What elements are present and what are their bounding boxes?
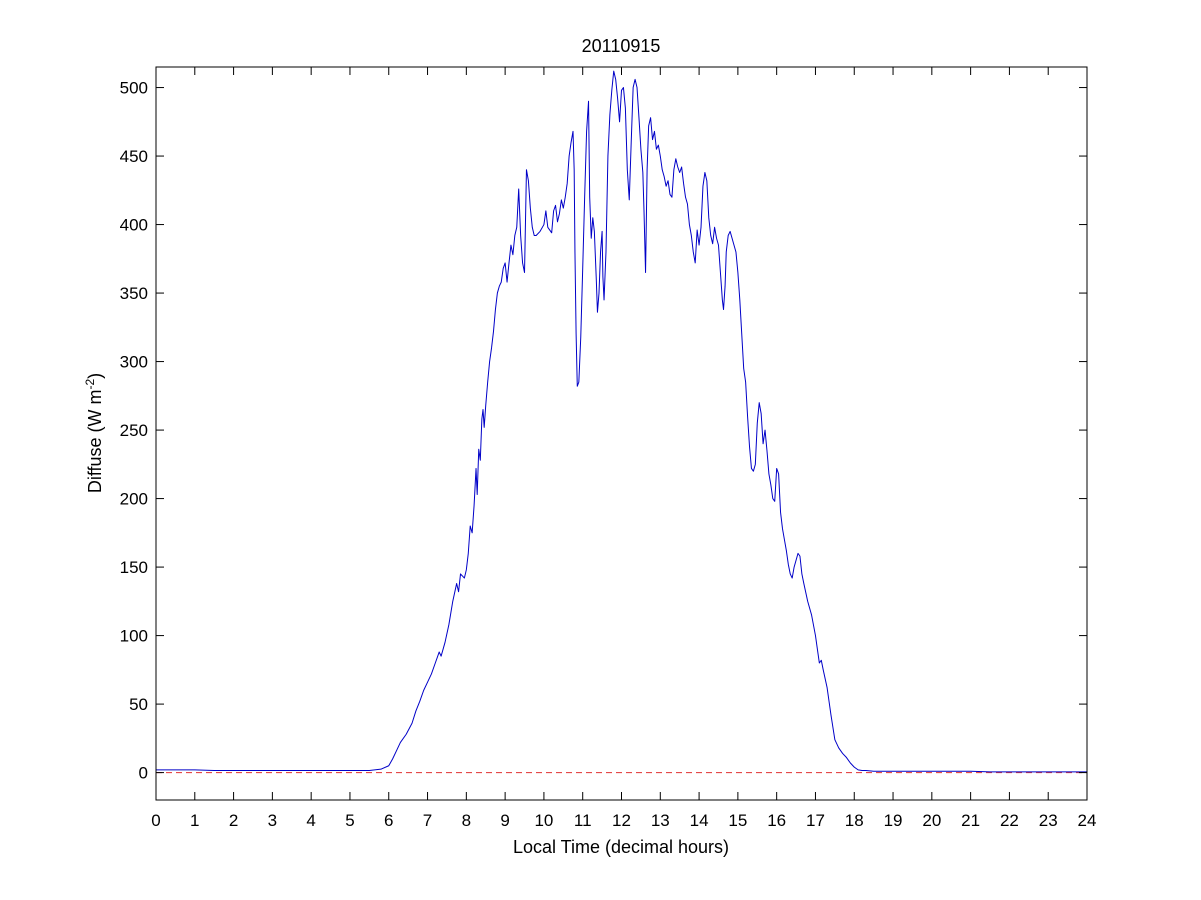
y-tick-label: 0 xyxy=(139,764,148,783)
x-tick-label: 9 xyxy=(500,811,509,830)
x-tick-label: 6 xyxy=(384,811,393,830)
x-tick-label: 7 xyxy=(423,811,432,830)
x-tick-label: 17 xyxy=(806,811,825,830)
x-axis-title: Local Time (decimal hours) xyxy=(513,837,729,857)
y-tick-label: 100 xyxy=(120,627,148,646)
x-tick-label: 24 xyxy=(1078,811,1097,830)
y-axis-title-superscript: -2 xyxy=(83,378,97,389)
y-tick-label: 150 xyxy=(120,558,148,577)
y-tick-label: 400 xyxy=(120,216,148,235)
x-tick-label: 22 xyxy=(1000,811,1019,830)
x-tick-label: 11 xyxy=(574,811,592,830)
y-axis-title: Diffuse (W m-2) xyxy=(83,373,105,493)
x-axis-ticks: 0 1 2 3 4 5 6 7 8 9 10 11 12 13 14 15 16 17 18 19 20 21 22 23 24 xyxy=(151,67,1096,830)
x-tick-label: 23 xyxy=(1039,811,1058,830)
x-tick-label: 0 xyxy=(151,811,160,830)
y-tick-label: 500 xyxy=(120,79,148,98)
x-tick-label: 16 xyxy=(767,811,786,830)
y-tick-label: 300 xyxy=(120,353,148,372)
x-tick-label: 14 xyxy=(690,811,709,830)
chart-title: 20110915 xyxy=(582,36,661,56)
x-tick-label: 12 xyxy=(612,811,631,830)
x-tick-label: 18 xyxy=(845,811,864,830)
x-tick-label: 2 xyxy=(229,811,238,830)
series-layer xyxy=(156,70,1087,773)
x-tick-label: 10 xyxy=(534,811,553,830)
y-axis-title-suffix: ) xyxy=(85,373,105,379)
x-tick-label: 13 xyxy=(651,811,670,830)
x-tick-label: 19 xyxy=(884,811,903,830)
y-tick-label: 50 xyxy=(129,695,148,714)
x-tick-label: 4 xyxy=(306,811,315,830)
y-axis-ticks: 0 50 100 150 200 250 300 350 400 450 500 xyxy=(120,79,1087,783)
x-tick-label: 1 xyxy=(190,811,199,830)
series-line-0 xyxy=(156,70,1087,773)
y-tick-label: 350 xyxy=(120,284,148,303)
x-tick-label: 20 xyxy=(922,811,941,830)
x-tick-label: 21 xyxy=(961,811,980,830)
x-tick-label: 15 xyxy=(728,811,747,830)
y-tick-label: 450 xyxy=(120,147,148,166)
x-tick-label: 3 xyxy=(268,811,277,830)
x-tick-label: 5 xyxy=(345,811,354,830)
y-axis-title-text: Diffuse (W m xyxy=(85,389,105,493)
x-tick-label: 8 xyxy=(462,811,471,830)
y-tick-label: 200 xyxy=(120,490,148,509)
plot-area xyxy=(156,67,1087,800)
y-tick-label: 250 xyxy=(120,421,148,440)
